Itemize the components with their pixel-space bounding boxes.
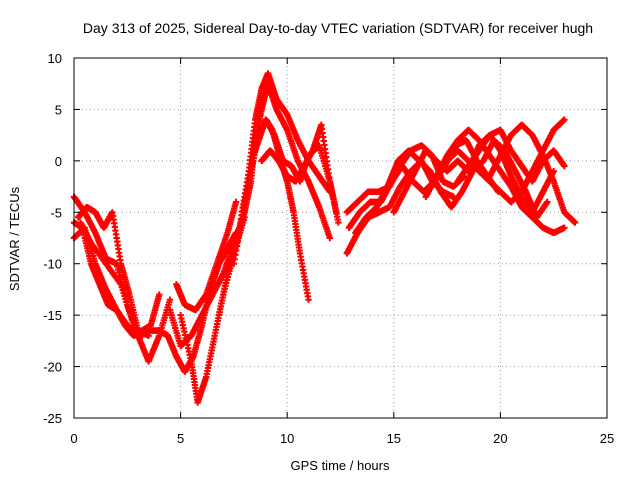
y-tick-label: 10 bbox=[48, 51, 62, 66]
y-tick-label: 5 bbox=[55, 102, 62, 117]
x-tick-label: 25 bbox=[600, 431, 614, 446]
data-point bbox=[544, 198, 551, 206]
data-point bbox=[561, 162, 568, 170]
plot-border bbox=[73, 57, 608, 419]
data-point bbox=[326, 234, 334, 242]
y-tick-label: -10 bbox=[43, 257, 62, 272]
x-tick-label: 5 bbox=[177, 431, 184, 446]
series-track-23 bbox=[486, 121, 579, 226]
y-tick-label: 0 bbox=[55, 154, 62, 169]
y-axis-label: SDTVAR / TECUs bbox=[7, 186, 22, 291]
chart-title: Day 313 of 2025, Sidereal Day-to-day VTE… bbox=[83, 20, 593, 36]
series-track-9 bbox=[173, 198, 240, 314]
y-tick-label: -25 bbox=[43, 411, 62, 426]
data-point bbox=[166, 296, 174, 303]
series-track-14 bbox=[258, 121, 340, 216]
y-tick-label: -5 bbox=[50, 205, 62, 220]
data-point bbox=[571, 219, 579, 226]
data-point bbox=[305, 296, 312, 303]
data-point bbox=[561, 224, 568, 231]
series-track-5 bbox=[77, 219, 146, 339]
x-tick-label: 0 bbox=[70, 431, 77, 446]
data-point bbox=[561, 116, 568, 123]
data-point bbox=[139, 332, 146, 339]
y-tick-label: -20 bbox=[43, 360, 62, 375]
data-point bbox=[145, 332, 152, 339]
x-tick-label: 15 bbox=[387, 431, 401, 446]
x-tick-label: 20 bbox=[493, 431, 507, 446]
data-point bbox=[333, 209, 340, 216]
data-point bbox=[156, 291, 163, 298]
data-point bbox=[232, 198, 240, 206]
series-track-3 bbox=[70, 224, 163, 339]
data-point bbox=[335, 219, 342, 226]
x-axis-label: GPS time / hours bbox=[291, 458, 390, 473]
ticks: 0 5 10 15 20 25 -25 -20 -15 -10 -5 0 5 10 bbox=[43, 51, 614, 446]
y-tick-label: -15 bbox=[43, 308, 62, 323]
x-tick-label: 10 bbox=[280, 431, 294, 446]
series-track-6 bbox=[156, 229, 240, 375]
series-layer bbox=[70, 70, 579, 406]
